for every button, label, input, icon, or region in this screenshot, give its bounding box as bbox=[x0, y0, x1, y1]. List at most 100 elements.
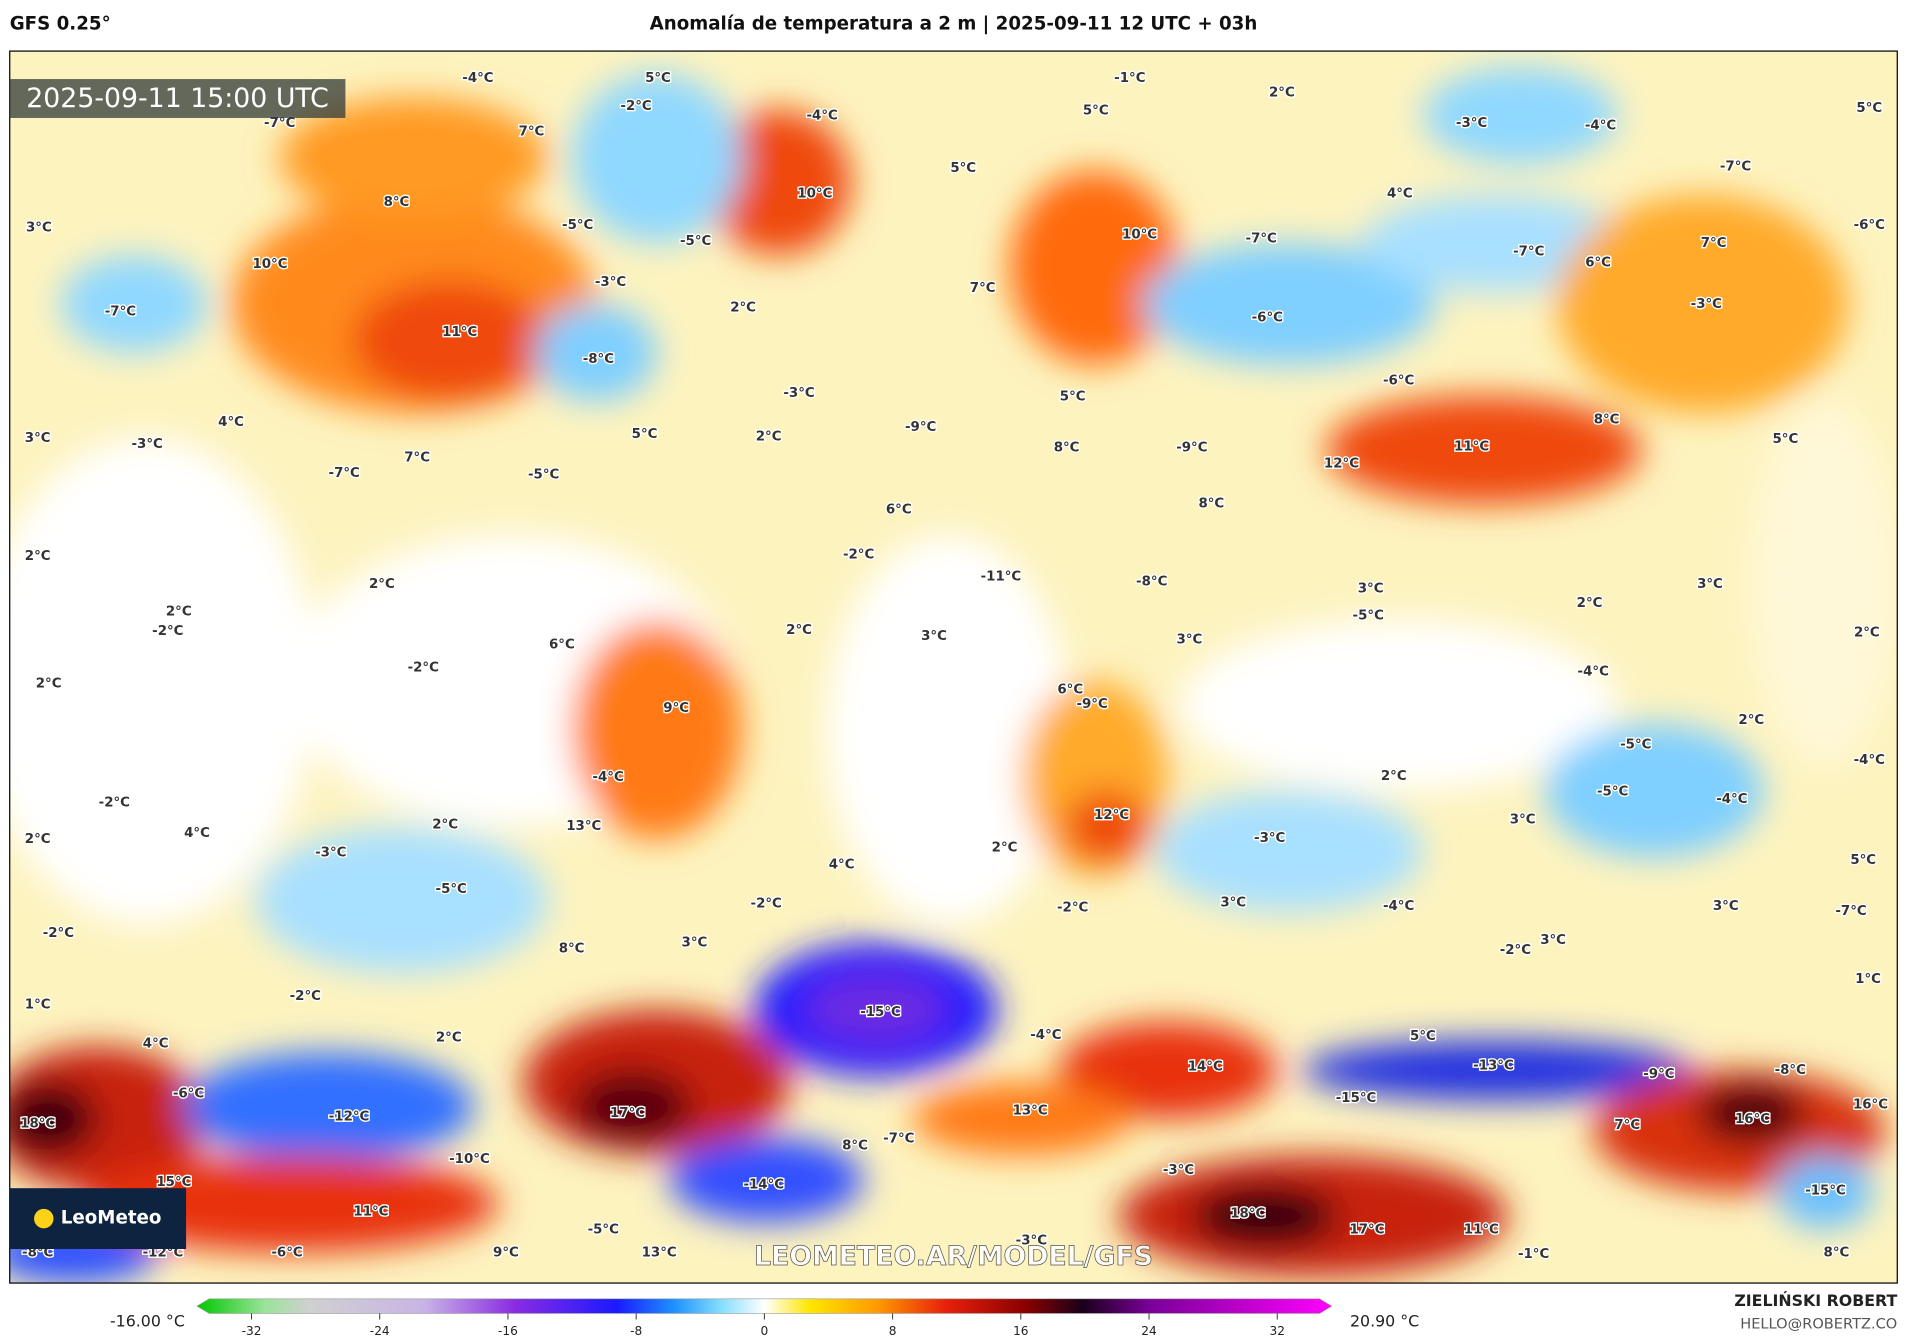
anomaly-label: -4°C bbox=[1716, 792, 1747, 807]
watermark: LEOMETEO.AR/MODEL/GFS bbox=[754, 1241, 1153, 1272]
anomaly-label: -8°C bbox=[583, 352, 614, 367]
anomaly-label: -2°C bbox=[99, 796, 130, 811]
logo-sun bbox=[34, 1208, 54, 1229]
anomaly-label: 4°C bbox=[829, 858, 855, 873]
anomaly-label: -3°C bbox=[315, 846, 346, 861]
anomaly-label: -2°C bbox=[1057, 900, 1088, 915]
anomaly-label: -6°C bbox=[1854, 218, 1885, 233]
anomaly-label: -14°C bbox=[743, 1178, 784, 1193]
anomaly-label: 6°C bbox=[549, 638, 575, 653]
anomaly-label: -6°C bbox=[1383, 374, 1414, 389]
anomaly-label: 3°C bbox=[26, 220, 52, 235]
anomaly-label: -2°C bbox=[620, 99, 651, 114]
anomaly-label: 12°C bbox=[1094, 808, 1129, 823]
anomaly-label: 4°C bbox=[1387, 186, 1413, 201]
anomaly-label: 13°C bbox=[1013, 1103, 1048, 1118]
colorbar-tick-label: 16 bbox=[1013, 1324, 1028, 1338]
anomaly-label: 5°C bbox=[1772, 432, 1798, 447]
anomaly-label: 8°C bbox=[1198, 496, 1224, 511]
anomaly-label: -15°C bbox=[1805, 1184, 1846, 1199]
anomaly-label: -5°C bbox=[528, 467, 559, 482]
colorbar-tick-label: -32 bbox=[242, 1324, 262, 1338]
anomaly-label: 3°C bbox=[1540, 933, 1566, 948]
anomaly-labels: -4°C 5°C -2°C -7°C 7°C -4°C -1°C 2°C 5°C -3°C -4°C… bbox=[19, 69, 1890, 1263]
anomaly-label: -12°C bbox=[329, 1109, 370, 1124]
anomaly-label: 5°C bbox=[632, 427, 658, 442]
anomaly-field bbox=[9, 51, 1898, 1284]
colorbar-max: 20.90 °C bbox=[1350, 1311, 1419, 1330]
anomaly-label: 4°C bbox=[218, 415, 244, 430]
anomaly-label: 2°C bbox=[25, 832, 51, 847]
anomaly-label: -9°C bbox=[1643, 1067, 1674, 1082]
anomaly-label: 7°C bbox=[404, 450, 430, 465]
anomaly-label: -6°C bbox=[271, 1246, 302, 1261]
anomaly-label: -1°C bbox=[1114, 71, 1145, 86]
anomaly-label: -4°C bbox=[1854, 753, 1885, 768]
colorbar-tick-label: -24 bbox=[370, 1324, 390, 1338]
anomaly-label: -7°C bbox=[329, 466, 360, 481]
anomaly-label: -3°C bbox=[1016, 1233, 1047, 1248]
anomaly-label: 4°C bbox=[184, 826, 210, 841]
anomaly-label: 2°C bbox=[166, 605, 192, 620]
colorbar-tick-label: 32 bbox=[1270, 1324, 1285, 1338]
anomaly-label: -6°C bbox=[1252, 310, 1283, 325]
anomaly-label: 5°C bbox=[645, 71, 671, 86]
colorbar-ramp bbox=[196, 1298, 1333, 1314]
anomaly-label: 2°C bbox=[786, 623, 812, 638]
anomaly-label: 5°C bbox=[1410, 1029, 1436, 1044]
anomaly-label: 2°C bbox=[436, 1030, 462, 1045]
anomaly-label: 14°C bbox=[1188, 1060, 1223, 1075]
anomaly-label: -5°C bbox=[1620, 737, 1651, 752]
anomaly-label: -5°C bbox=[562, 218, 593, 233]
anomaly-label: 2°C bbox=[1854, 625, 1880, 640]
anomaly-label: -2°C bbox=[1500, 943, 1531, 958]
anomaly-label: -3°C bbox=[595, 275, 626, 290]
anomaly-label: -7°C bbox=[883, 1131, 914, 1146]
anomaly-label: -9°C bbox=[1076, 697, 1107, 712]
anomaly-label: 2°C bbox=[1269, 85, 1295, 100]
anomaly-label: -3°C bbox=[783, 386, 814, 401]
anomaly-label: 3°C bbox=[25, 431, 51, 446]
anomaly-label: -4°C bbox=[806, 109, 837, 124]
colorbar-tick-label: 0 bbox=[761, 1324, 769, 1338]
anomaly-label: 2°C bbox=[1577, 596, 1603, 611]
logo: LeoMeteo bbox=[61, 1208, 162, 1229]
anomaly-label: 6°C bbox=[1057, 683, 1083, 698]
anomaly-label: 2°C bbox=[36, 676, 62, 691]
anomaly-label: 8°C bbox=[1054, 441, 1080, 456]
anomaly-label: 6°C bbox=[1585, 256, 1611, 271]
anomaly-label: -13°C bbox=[1473, 1058, 1514, 1073]
anomaly-label: 13°C bbox=[566, 819, 601, 834]
anomaly-label: 8°C bbox=[842, 1139, 868, 1154]
anomaly-label: -7°C bbox=[1835, 904, 1866, 919]
anomaly-label: -8°C bbox=[1136, 574, 1167, 589]
anomaly-label: 3°C bbox=[1177, 633, 1203, 648]
anomaly-label: 16°C bbox=[1853, 1097, 1888, 1112]
anomaly-label: -2°C bbox=[43, 926, 74, 941]
anomaly-label: -4°C bbox=[1585, 118, 1616, 133]
anomaly-label: 7°C bbox=[1614, 1118, 1640, 1133]
anomaly-label: 16°C bbox=[1735, 1112, 1770, 1127]
anomaly-label: 8°C bbox=[559, 942, 585, 957]
anomaly-label: -7°C bbox=[264, 116, 295, 131]
anomaly-label: 10°C bbox=[252, 257, 287, 272]
timestamp: 2025-09-11 15:00 UTC bbox=[26, 83, 329, 114]
anomaly-label: -4°C bbox=[592, 770, 623, 785]
anomaly-label: -9°C bbox=[905, 420, 936, 435]
credit-name: ZIELIŃSKI ROBERT bbox=[1734, 1291, 1897, 1310]
anomaly-label: 3°C bbox=[682, 936, 708, 951]
anomaly-label: -6°C bbox=[173, 1086, 204, 1101]
anomaly-label: -1°C bbox=[1518, 1247, 1549, 1262]
anomaly-label: 12°C bbox=[1324, 456, 1359, 471]
anomaly-label: -4°C bbox=[1030, 1028, 1061, 1043]
anomaly-label: 5°C bbox=[1856, 101, 1882, 116]
anomaly-label: 3°C bbox=[1713, 899, 1739, 914]
anomaly-label: 2°C bbox=[432, 818, 458, 833]
colorbar-tick-label: -8 bbox=[630, 1324, 642, 1338]
anomaly-label: 5°C bbox=[1060, 389, 1086, 404]
anomaly-label: -2°C bbox=[751, 897, 782, 912]
colorbar-tick-label: 8 bbox=[889, 1324, 897, 1338]
anomaly-label: -2°C bbox=[290, 989, 321, 1004]
anomaly-label: 11°C bbox=[1454, 439, 1489, 454]
